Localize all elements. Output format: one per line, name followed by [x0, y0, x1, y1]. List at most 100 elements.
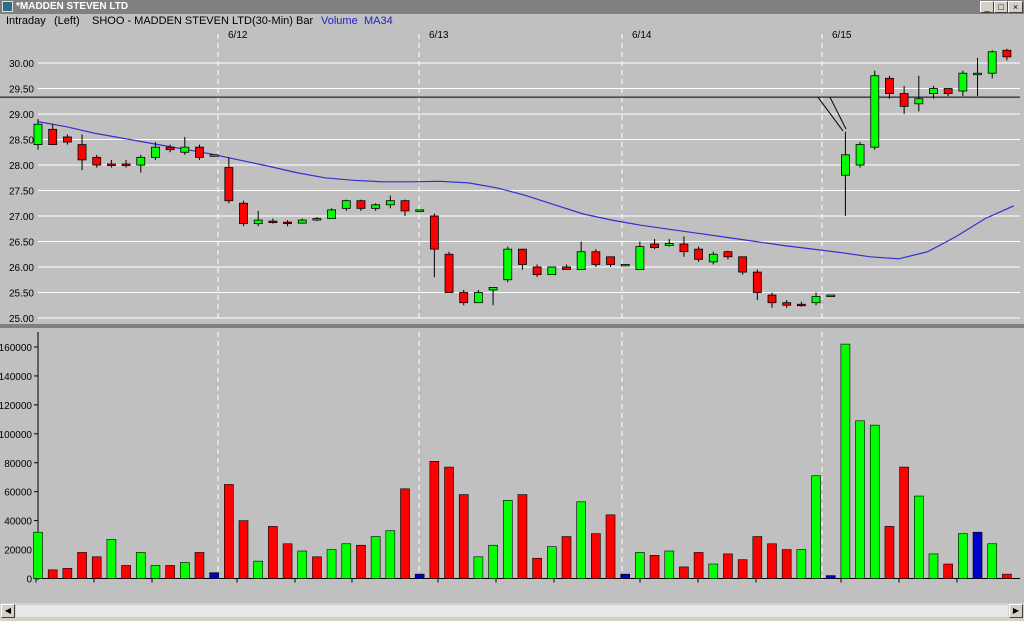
volume-bar — [796, 549, 807, 579]
candle-body — [752, 271, 762, 293]
candle-body — [885, 77, 894, 95]
candle-body — [195, 146, 204, 158]
volume-bar — [180, 562, 190, 579]
volume-bar — [649, 555, 660, 579]
interval-label: (30-Min) — [252, 15, 293, 27]
volume-bar — [444, 466, 454, 579]
candle-body — [239, 202, 248, 225]
candle-body — [987, 51, 997, 74]
candle-body — [268, 220, 278, 224]
volume-bar — [781, 549, 792, 579]
volume-bar — [767, 543, 777, 579]
volume-bar — [33, 531, 43, 579]
volume-bar — [326, 549, 337, 579]
candle-body — [532, 266, 542, 276]
chart-header: Intraday (Left) SHOO - MADDEN STEVEN LTD… — [0, 14, 1024, 28]
price-tick-label: 30.00 — [9, 59, 34, 70]
right-arrow-icon[interactable]: ▶ — [1009, 604, 1023, 618]
volume-bar — [958, 533, 968, 579]
style-label: Bar — [296, 15, 314, 27]
volume-bar — [150, 565, 161, 579]
mode-label: Intraday — [6, 15, 46, 27]
price-pane — [38, 48, 1020, 320]
volume-bar — [414, 573, 425, 579]
volume-bar — [987, 543, 998, 579]
candle-body — [708, 253, 718, 263]
volume-label: Volume — [321, 15, 358, 27]
volume-bar — [356, 544, 366, 579]
window-title: *MADDEN STEVEN LTD — [16, 1, 129, 12]
symbol-label: SHOO - MADDEN STEVEN LTD — [92, 15, 252, 27]
volume-tick-label: 20000 — [4, 546, 32, 557]
volume-bar — [224, 484, 234, 579]
volume-bar — [47, 569, 58, 579]
volume-bar — [840, 343, 851, 579]
candle-body — [224, 167, 234, 202]
candle-body — [371, 204, 381, 209]
candle-body — [841, 154, 850, 176]
volume-bar — [165, 565, 175, 579]
volume-bar — [488, 544, 498, 579]
pane-divider — [0, 324, 1024, 328]
window-titlebar[interactable]: *MADDEN STEVEN LTD _ □ × — [0, 0, 1024, 14]
volume-bar — [194, 552, 205, 579]
volume-tick-label: 140000 — [0, 372, 32, 383]
candle-body — [415, 209, 425, 212]
volume-bar — [1002, 573, 1012, 579]
candle-body — [341, 200, 351, 209]
candle-body — [855, 144, 865, 166]
axis-side-label: (Left) — [54, 15, 80, 27]
trend-line — [817, 96, 844, 132]
volume-tick-label: 120000 — [0, 401, 32, 412]
horizontal-scrollbar[interactable]: ◀ ▶ — [0, 603, 1024, 621]
candle-body — [385, 200, 395, 206]
candle-body — [136, 156, 146, 166]
restore-icon[interactable]: □ — [994, 1, 1008, 13]
volume-bar — [605, 514, 616, 579]
volume-bar — [532, 557, 542, 579]
price-volume-chart[interactable]: 30.00 29.50 29.00 28.50 28.00 27.50 27.00 26.50… — [0, 28, 1024, 593]
minimize-icon[interactable]: _ — [980, 1, 994, 13]
volume-bar — [253, 560, 263, 579]
left-arrow-icon[interactable]: ◀ — [1, 604, 15, 618]
ma-label: MA34 — [364, 15, 393, 27]
candle-body — [151, 146, 160, 158]
volume-bar — [811, 475, 821, 579]
candle-body — [899, 93, 909, 107]
scrollbar-track[interactable] — [16, 605, 1008, 617]
day-label: 6/15 — [832, 30, 852, 41]
volume-bar — [370, 536, 381, 579]
candle-body — [283, 221, 292, 225]
close-icon[interactable]: × — [1008, 1, 1023, 13]
volume-bar — [458, 494, 469, 579]
price-tick-label: 26.00 — [9, 263, 34, 274]
candle-body — [253, 219, 263, 225]
candle-body — [958, 72, 968, 92]
candle-body — [723, 251, 733, 258]
candle-body — [796, 303, 806, 307]
candle-body — [635, 246, 645, 270]
volume-bar — [106, 539, 117, 579]
candle-body — [209, 154, 219, 157]
candle-body — [943, 88, 953, 94]
candle-body — [811, 296, 821, 304]
volume-bar — [591, 533, 601, 579]
candle-body — [107, 163, 116, 166]
volume-bar — [943, 563, 953, 579]
volume-bar — [561, 536, 572, 579]
volume-bar — [928, 553, 939, 579]
volume-tick-label: 100000 — [0, 430, 32, 441]
candle-body — [62, 136, 72, 143]
candle-body — [929, 88, 938, 94]
day-label: 6/12 — [228, 30, 248, 41]
trend-line — [829, 96, 847, 130]
candle-body — [826, 294, 836, 297]
candle-body — [48, 128, 58, 146]
day-label: 6/13 — [429, 30, 449, 41]
volume-bar — [635, 552, 645, 579]
volume-bar — [899, 466, 909, 579]
volume-tick-label: 80000 — [4, 459, 32, 470]
candle-body — [738, 256, 748, 273]
candle-body — [503, 248, 513, 281]
candle-body — [488, 286, 498, 291]
